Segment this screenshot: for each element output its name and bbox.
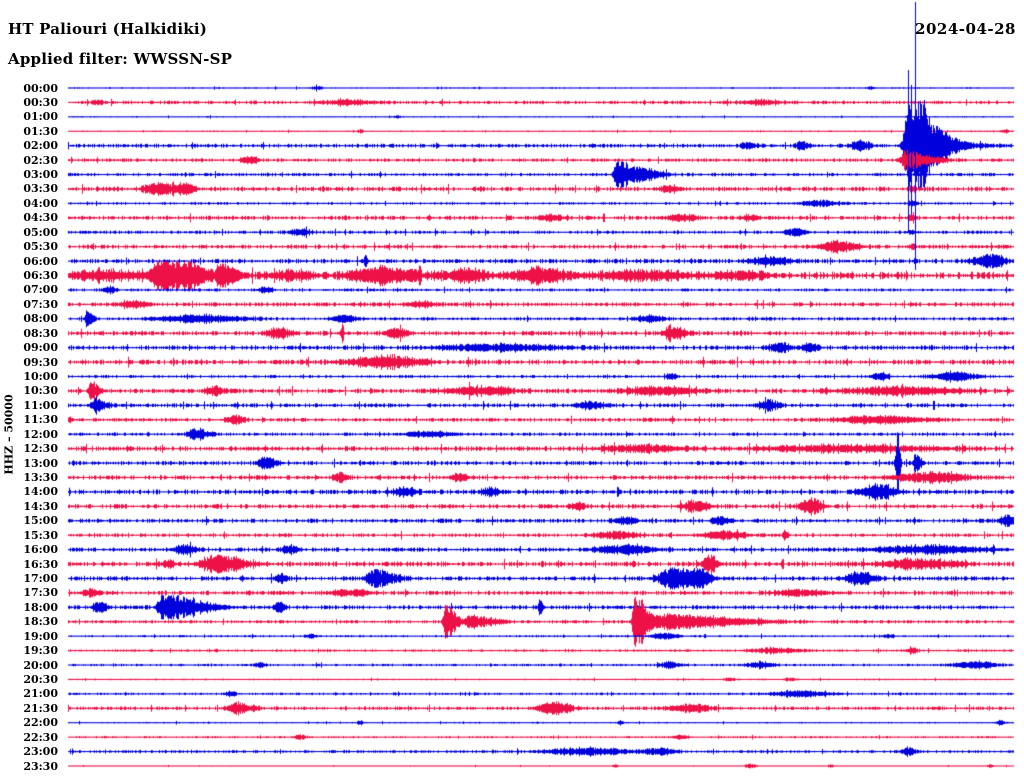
time-label: 08:00 <box>23 312 58 326</box>
time-label: 13:30 <box>23 470 58 484</box>
time-label: 22:00 <box>23 716 58 730</box>
time-label: 17:30 <box>23 586 58 600</box>
time-label: 10:30 <box>23 384 58 398</box>
time-label: 04:00 <box>23 196 58 210</box>
time-label: 23:00 <box>23 745 58 759</box>
time-label: 12:30 <box>23 442 58 456</box>
time-label: 06:30 <box>23 269 58 283</box>
station-title: HT Paliouri (Halkidiki) <box>8 20 208 38</box>
time-label: 03:00 <box>23 168 58 182</box>
time-label: 00:00 <box>23 81 58 95</box>
time-label: 09:30 <box>23 355 58 369</box>
time-label: 05:00 <box>23 225 58 239</box>
time-label: 21:30 <box>23 701 58 715</box>
time-label: 10:00 <box>23 370 58 383</box>
time-label: 07:30 <box>23 297 58 311</box>
time-label: 17:00 <box>23 571 58 585</box>
time-label: 03:30 <box>23 182 58 196</box>
time-label: 15:30 <box>23 528 58 542</box>
time-label: 23:30 <box>23 759 58 773</box>
time-label: 02:30 <box>23 153 58 167</box>
time-label: 08:30 <box>23 326 58 340</box>
time-label: 22:30 <box>23 730 58 744</box>
time-label: 01:00 <box>23 110 58 124</box>
time-label: 04:30 <box>23 211 58 225</box>
time-label: 19:00 <box>23 629 58 643</box>
time-label: 15:00 <box>23 514 58 528</box>
time-label: 11:00 <box>23 398 58 412</box>
time-label: 06:00 <box>23 254 58 268</box>
time-label: 01:30 <box>23 124 58 138</box>
time-label: 21:00 <box>23 687 58 701</box>
time-label: 14:00 <box>23 485 58 499</box>
time-label: 16:00 <box>23 543 58 557</box>
time-label: 18:00 <box>23 600 58 614</box>
time-label: 07:00 <box>23 283 58 297</box>
time-label: 18:30 <box>23 615 58 629</box>
time-label: 05:30 <box>23 240 58 254</box>
time-label: 16:30 <box>23 557 58 571</box>
filter-label: Applied filter: WWSSN-SP <box>8 50 233 68</box>
date-label: 2024-04-28 <box>915 20 1016 38</box>
time-label: 02:00 <box>23 139 58 153</box>
time-label: 09:00 <box>23 341 58 355</box>
time-label: 13:00 <box>23 456 58 470</box>
time-label-column: 00:00 00:30 01:00 01:30 02:00 02:30 03:00 03:30… <box>0 0 60 780</box>
time-label: 00:30 <box>23 95 58 109</box>
time-label: 11:30 <box>23 413 58 427</box>
time-label: 12:00 <box>23 427 58 441</box>
time-label: 20:30 <box>23 672 58 686</box>
time-label: 14:30 <box>23 499 58 513</box>
time-label: 20:00 <box>23 658 58 672</box>
time-label: 19:30 <box>23 644 58 658</box>
